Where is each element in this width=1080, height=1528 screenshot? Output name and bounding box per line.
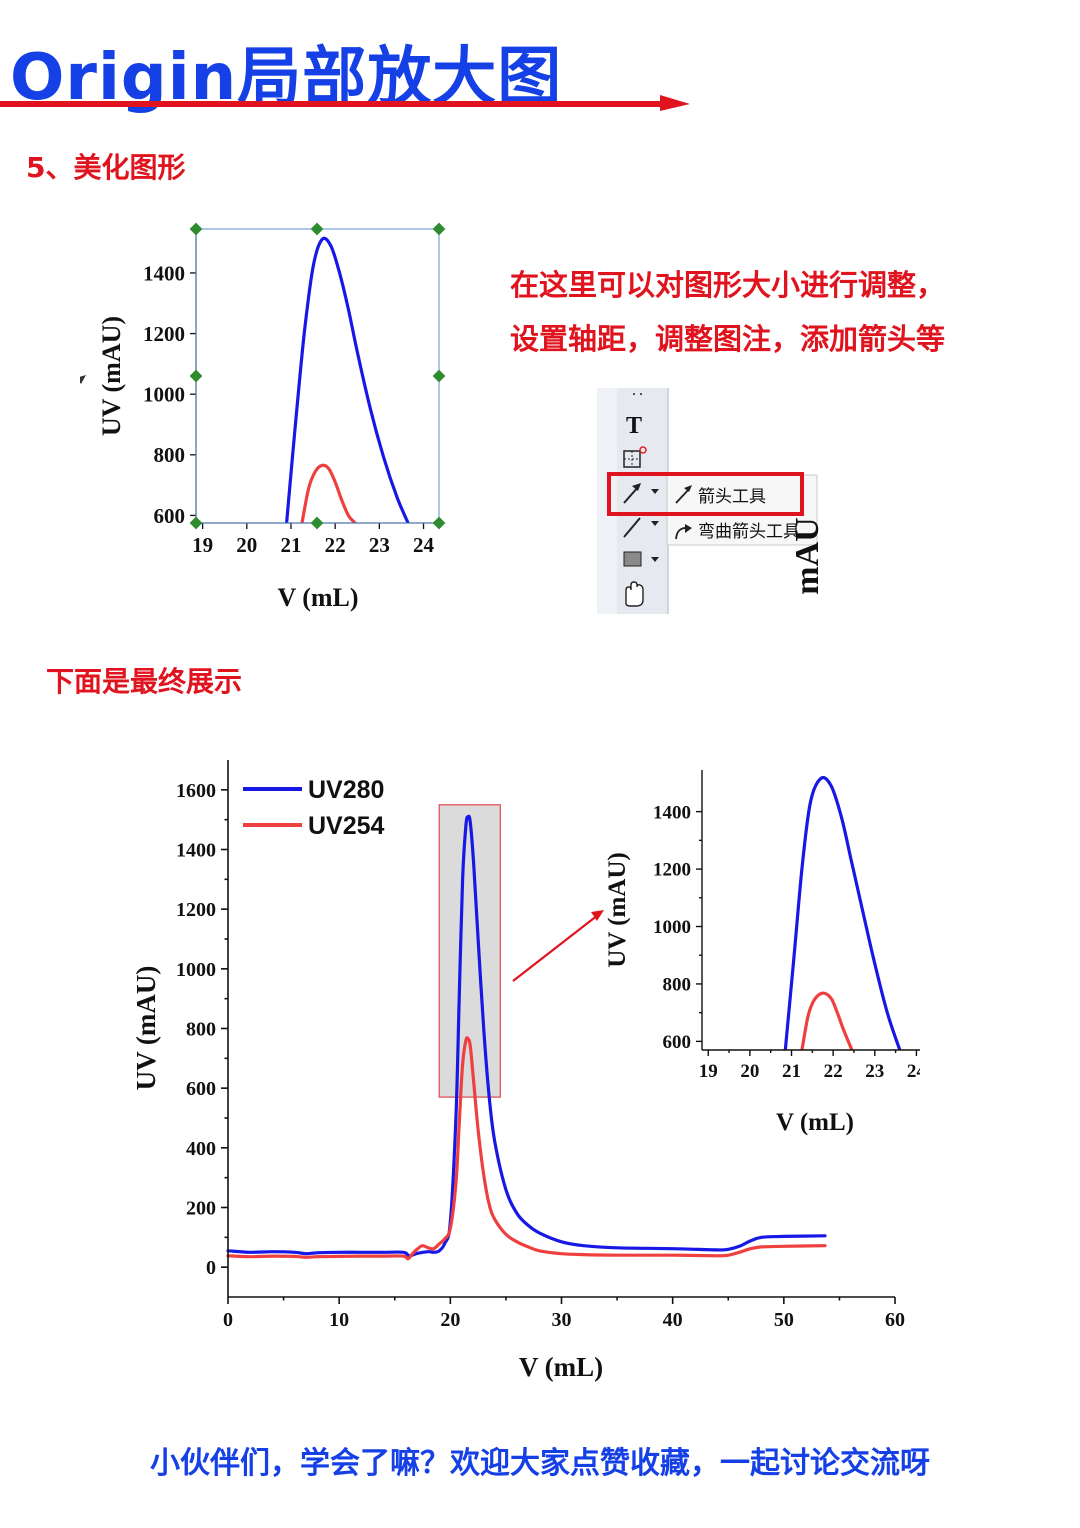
arrow-tool-button[interactable] <box>623 483 659 504</box>
series-line-series-2 <box>300 463 357 523</box>
inset-y-axis-label: UV (mAU) <box>604 852 631 968</box>
main-chart: 0 10 20 30 40 50 60020040060080010001200140016… <box>131 760 920 1382</box>
x-tick-label: 0 <box>223 1309 233 1331</box>
x-tick-label: 23 <box>369 533 390 557</box>
x-tick-label: 24 <box>413 533 435 557</box>
zoom-pointer-arrowhead <box>591 910 604 921</box>
resize-handle[interactable] <box>432 369 446 383</box>
svg-text:· ·: · · <box>632 388 643 401</box>
y-tick-label: 600 <box>186 1078 216 1100</box>
y-tick-label: 800 <box>663 975 692 996</box>
resize-handle[interactable] <box>310 516 324 530</box>
menu-item-label: 箭头工具 <box>698 487 766 507</box>
text-tool-button[interactable]: T <box>626 413 642 439</box>
x-axis-label: V (mL) <box>519 1352 603 1382</box>
footer-message: 小伙伴们，学会了嘛？欢迎大家点赞收藏，一起讨论交流呀 <box>150 1446 930 1481</box>
dropdown-caret-icon[interactable] <box>651 521 659 526</box>
inset-x-axis-label: V (mL) <box>776 1109 854 1136</box>
x-tick-label: 40 <box>663 1309 683 1331</box>
y-tick-label: 1600 <box>176 780 216 802</box>
preview-pointer-arrowhead <box>80 375 86 384</box>
x-tick-label: 23 <box>865 1061 884 1082</box>
y-tick-label: 600 <box>154 504 186 528</box>
y-tick-label: 600 <box>663 1032 692 1053</box>
x-tick-label: 20 <box>740 1061 759 1082</box>
note-line-1: 在这里可以对图形大小进行调整， <box>510 268 946 302</box>
series-line-series-1 <box>285 236 410 523</box>
resize-handle[interactable] <box>189 369 203 383</box>
final-heading: 下面是最终展示 <box>46 665 243 698</box>
x-tick-label: 22 <box>325 533 346 557</box>
title-underline-arrow <box>0 95 690 111</box>
resize-handle[interactable] <box>189 516 203 530</box>
series-line-series-1 <box>783 776 902 1050</box>
y-tick-label: 400 <box>186 1138 216 1160</box>
y-axis-label: UV (mAU) <box>97 316 126 436</box>
legend: UV280 UV254 <box>243 776 385 840</box>
step-heading: 5、美化图形 <box>26 151 186 184</box>
x-tick-label: 30 <box>552 1309 572 1331</box>
x-tick-label: 21 <box>782 1061 801 1082</box>
highlight-box <box>607 472 804 516</box>
rectangle-tool-button[interactable] <box>623 551 659 567</box>
y-tick-label: 800 <box>186 1019 216 1041</box>
y-tick-label: 200 <box>186 1198 216 1220</box>
preview-chart: 19 20 21 22 23 24 600 800 1000 1200 1400 V (mL) UV… <box>80 222 446 612</box>
x-tick-label: 19 <box>192 533 213 557</box>
x-tick-label: 60 <box>885 1309 905 1331</box>
selection-frame[interactable] <box>189 222 446 530</box>
rectangle-tool-icon <box>623 551 642 567</box>
resize-handle[interactable] <box>189 222 203 236</box>
note-line-2: 设置轴距，调整图注，添加箭头等 <box>510 322 946 356</box>
dropdown-caret-icon[interactable] <box>651 557 659 562</box>
legend-label-uv280: UV280 <box>308 776 384 804</box>
x-tick-label: 50 <box>774 1309 794 1331</box>
x-tick-label: 19 <box>699 1061 718 1082</box>
y-axis-label: UV (mAU) <box>131 966 161 1091</box>
hand-icon <box>625 581 644 607</box>
arrow-tool-menu <box>666 474 818 546</box>
toolbar-screenshot: · · T 箭头工具 弯曲箭头工具 mAU <box>596 388 826 614</box>
x-axis-label: V (mL) <box>277 583 358 612</box>
series-line-uv254 <box>226 1036 827 1261</box>
y-tick-label: 1400 <box>653 802 691 823</box>
y-tick-label: 1000 <box>143 383 185 407</box>
series-line-uv280 <box>226 814 827 1258</box>
y-tick-label: 1200 <box>653 860 691 881</box>
pan-tool-button[interactable] <box>625 581 644 607</box>
y-tick-label: 1200 <box>176 899 216 921</box>
y-tick-label: 1400 <box>143 261 185 285</box>
zoom-pointer-arrow <box>512 914 599 982</box>
line-tool-icon <box>623 517 641 538</box>
y-tick-label: 1000 <box>176 959 216 981</box>
line-tool-button[interactable] <box>623 517 659 538</box>
x-tick-label: 20 <box>236 533 257 557</box>
dropdown-caret-icon[interactable] <box>651 489 659 494</box>
series-line-series-2 <box>800 991 854 1050</box>
x-tick-label: 20 <box>440 1309 460 1331</box>
x-tick-label: 24 <box>907 1061 920 1082</box>
y-tick-label: 800 <box>154 443 186 467</box>
background-axis-fragment: mAU <box>789 517 826 594</box>
resize-handle[interactable] <box>310 222 324 236</box>
menu-item-label: 弯曲箭头工具 <box>698 522 800 542</box>
menu-item-arrow-tool[interactable]: 箭头工具 <box>675 485 766 507</box>
menu-item-curved-arrow-tool[interactable]: 弯曲箭头工具 <box>675 522 800 542</box>
x-tick-label: 22 <box>824 1061 843 1082</box>
x-tick-label: 10 <box>329 1309 349 1331</box>
text-tool-icon: T <box>626 413 642 439</box>
legend-label-uv254: UV254 <box>308 812 385 840</box>
resize-handle[interactable] <box>432 222 446 236</box>
y-tick-label: 1400 <box>176 840 216 862</box>
y-tick-label: 1200 <box>143 322 185 346</box>
x-tick-label: 21 <box>280 533 301 557</box>
resize-handle[interactable] <box>432 516 446 530</box>
y-tick-label: 0 <box>206 1257 216 1279</box>
grid-tool-button[interactable] <box>623 446 647 468</box>
y-tick-label: 1000 <box>653 917 691 938</box>
